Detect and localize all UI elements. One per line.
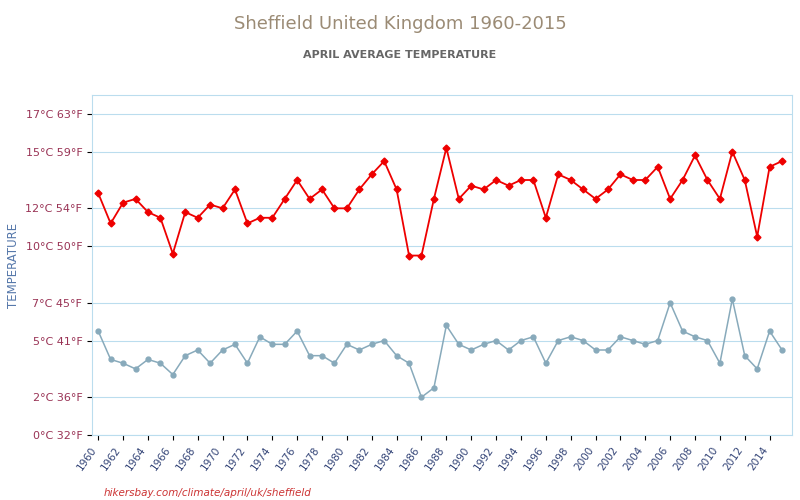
- DAY: [404, 252, 414, 258]
- DAY: [566, 177, 575, 183]
- DAY: [504, 182, 514, 188]
- DAY: [541, 215, 550, 221]
- NIGHT: [342, 342, 352, 347]
- Y-axis label: TEMPERATURE: TEMPERATURE: [7, 222, 20, 308]
- NIGHT: [94, 328, 103, 334]
- Line: DAY: DAY: [96, 146, 785, 258]
- DAY: [94, 190, 103, 196]
- DAY: [442, 145, 451, 151]
- Text: APRIL AVERAGE TEMPERATURE: APRIL AVERAGE TEMPERATURE: [303, 50, 497, 60]
- NIGHT: [417, 394, 426, 400]
- NIGHT: [106, 356, 115, 362]
- NIGHT: [554, 338, 563, 344]
- DAY: [342, 206, 352, 212]
- NIGHT: [529, 334, 538, 340]
- NIGHT: [491, 338, 501, 344]
- DAY: [106, 220, 115, 226]
- NIGHT: [727, 296, 737, 302]
- Line: NIGHT: NIGHT: [96, 296, 785, 400]
- Text: hikersbay.com/climate/april/uk/sheffield: hikersbay.com/climate/april/uk/sheffield: [104, 488, 312, 498]
- DAY: [778, 158, 787, 164]
- DAY: [641, 177, 650, 183]
- NIGHT: [628, 338, 638, 344]
- Text: Sheffield United Kingdom 1960-2015: Sheffield United Kingdom 1960-2015: [234, 15, 566, 33]
- NIGHT: [778, 347, 787, 353]
